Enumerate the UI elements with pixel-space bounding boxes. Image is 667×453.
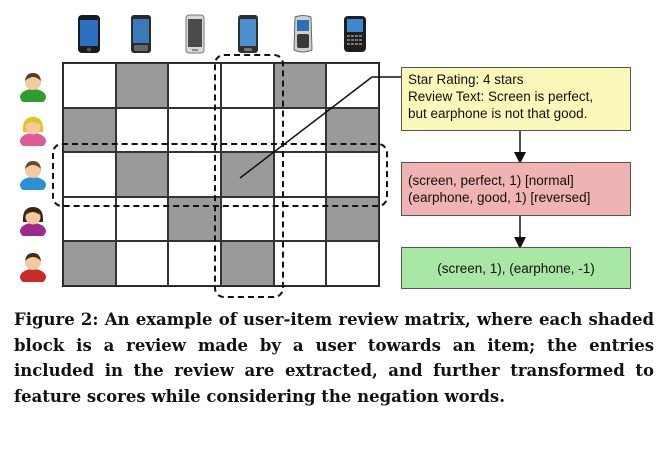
review-text-line: Review Text: Screen is perfect, bbox=[408, 89, 594, 104]
empty-cell bbox=[168, 241, 221, 286]
smartphone-icon bbox=[131, 15, 151, 53]
review-cell bbox=[221, 241, 274, 286]
review-cell bbox=[168, 196, 221, 242]
user-icon bbox=[20, 117, 46, 146]
empty-cell bbox=[115, 241, 169, 286]
user-icon bbox=[20, 73, 46, 102]
feature-scores: (screen, 1), (earphone, -1) bbox=[437, 261, 595, 276]
review-cell bbox=[115, 152, 169, 197]
extracted-entry: (screen, perfect, 1) [normal] bbox=[408, 173, 574, 188]
diagram: Star Rating: 4 stars Review Text: Screen… bbox=[20, 14, 631, 298]
review-cell bbox=[63, 241, 116, 286]
empty-cell bbox=[326, 63, 379, 108]
qwerty-phone-icon bbox=[344, 16, 366, 52]
user-icon bbox=[20, 207, 46, 236]
empty-cell bbox=[221, 196, 274, 242]
feature-phone-icon bbox=[293, 15, 313, 53]
empty-cell bbox=[168, 63, 221, 108]
empty-cell bbox=[63, 63, 116, 108]
review-text-line: but earphone is not that good. bbox=[408, 106, 588, 121]
star-rating-text: Star Rating: 4 stars bbox=[408, 72, 524, 87]
smartphone-icon bbox=[238, 15, 258, 53]
empty-cell bbox=[115, 196, 169, 242]
user-icon bbox=[20, 161, 46, 190]
smartphone-icon bbox=[185, 14, 205, 54]
extracted-entry: (earphone, good, 1) [reversed] bbox=[408, 190, 591, 205]
highlighted-item-column bbox=[214, 54, 284, 298]
empty-cell bbox=[168, 152, 221, 197]
smartphone-icon bbox=[78, 15, 100, 53]
review-box: Star Rating: 4 stars Review Text: Screen… bbox=[401, 67, 631, 131]
figure-caption: Figure 2: An example of user-item review… bbox=[14, 310, 654, 406]
empty-cell bbox=[326, 241, 379, 286]
highlighted-user-row bbox=[52, 143, 388, 207]
connectors bbox=[239, 76, 526, 249]
user-item-review-matrix bbox=[62, 62, 380, 287]
user-icon bbox=[20, 253, 46, 282]
empty-cell bbox=[221, 63, 274, 108]
feature-score-box: (screen, 1), (earphone, -1) bbox=[401, 247, 631, 289]
empty-cell bbox=[63, 152, 116, 197]
review-pointer-line bbox=[239, 76, 373, 179]
review-cell bbox=[115, 63, 169, 108]
extraction-box: (screen, perfect, 1) [normal] (earphone,… bbox=[401, 162, 631, 216]
empty-cell bbox=[326, 152, 379, 197]
review-cell bbox=[326, 196, 379, 242]
empty-cell bbox=[63, 196, 116, 242]
